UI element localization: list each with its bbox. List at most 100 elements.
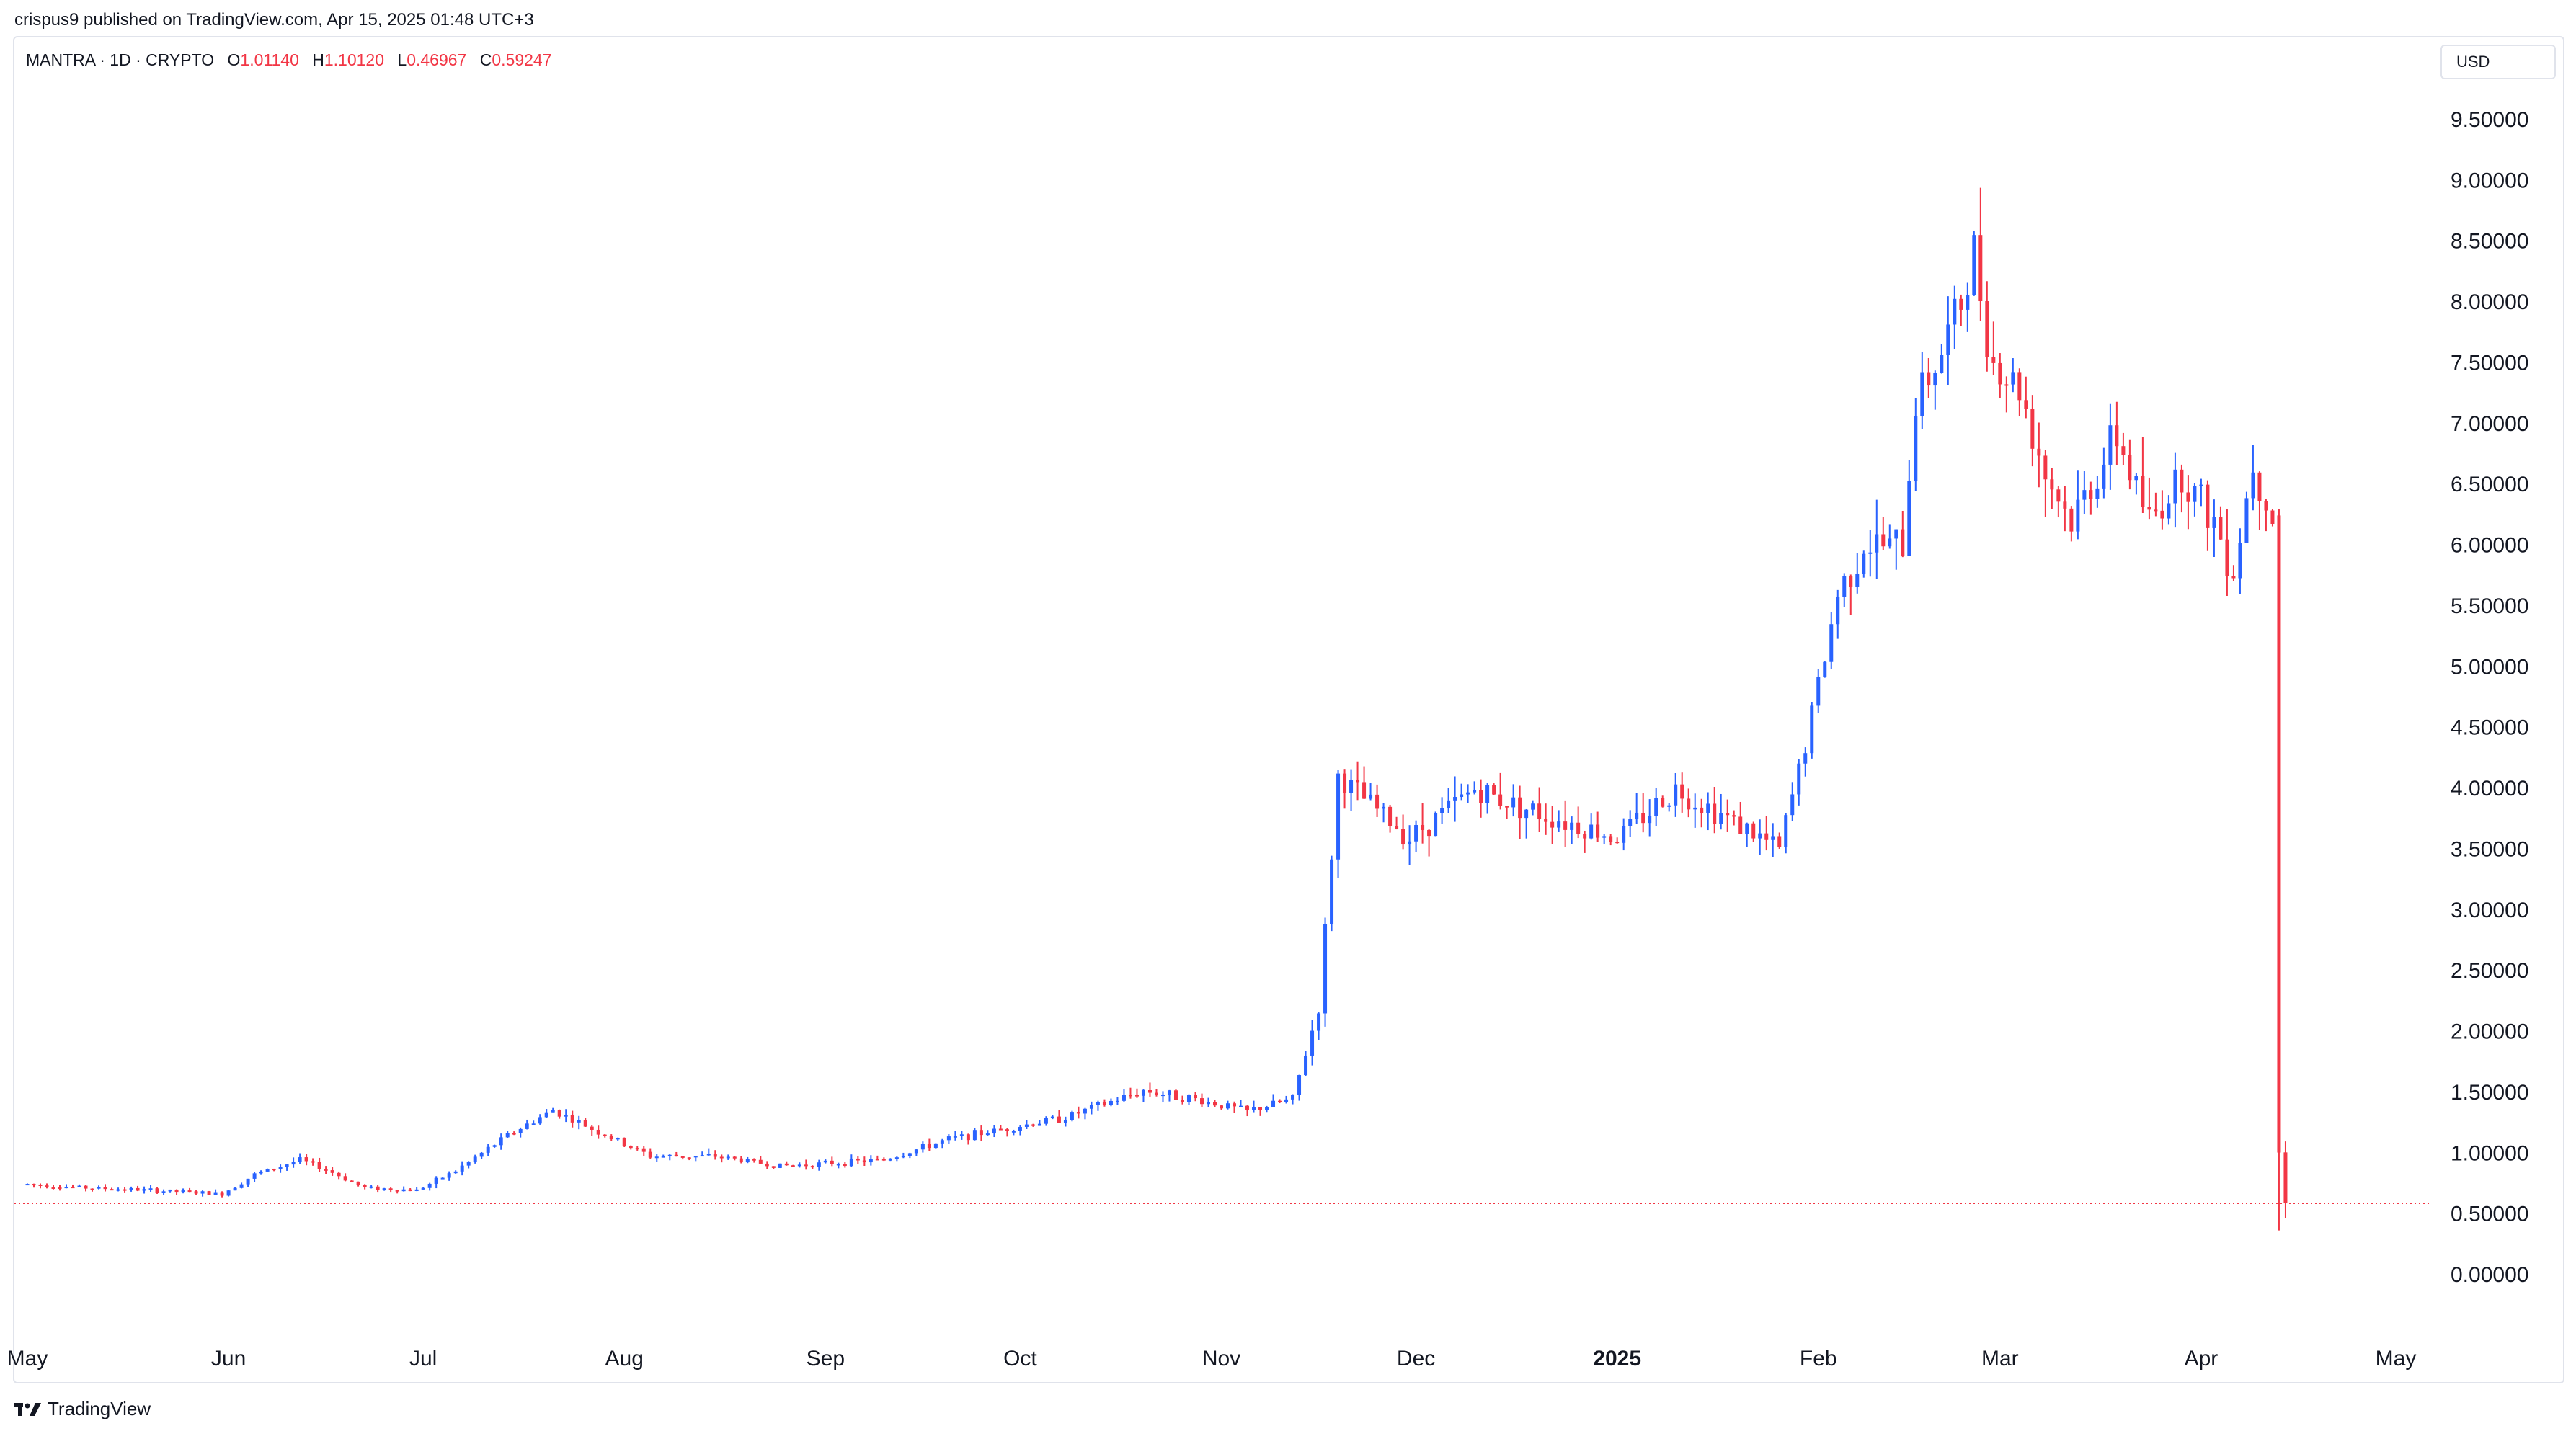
- candle-body: [2160, 510, 2164, 519]
- candle-body: [434, 1177, 438, 1184]
- y-tick-label: 0.00000: [2451, 1263, 2528, 1287]
- candle-body: [1395, 826, 1399, 829]
- candle-body: [583, 1120, 587, 1127]
- candle-body: [622, 1138, 626, 1146]
- candle-body: [1050, 1116, 1054, 1118]
- candle-body: [2056, 489, 2061, 502]
- candle-body: [1615, 842, 1620, 844]
- candle-body: [1758, 833, 1762, 839]
- candle-body: [1622, 826, 1626, 843]
- candle-body: [1933, 373, 1937, 386]
- candle-body: [869, 1159, 873, 1163]
- candle-body: [473, 1156, 477, 1162]
- candle-body: [187, 1190, 192, 1192]
- candle-body: [1985, 301, 1989, 357]
- candle-body: [356, 1181, 360, 1185]
- candle-body: [1226, 1103, 1230, 1109]
- candle-body: [881, 1159, 886, 1161]
- x-tick-label: Dec: [1397, 1347, 1435, 1370]
- candle-body: [1401, 829, 1405, 845]
- candle-body: [1186, 1095, 1191, 1102]
- candle-body: [376, 1186, 380, 1190]
- candle-body: [408, 1189, 412, 1192]
- candle-body: [2212, 517, 2216, 528]
- candle-body: [2238, 543, 2242, 579]
- candle-body: [1220, 1105, 1224, 1109]
- candle-body: [1875, 534, 1879, 553]
- candle-body: [894, 1157, 899, 1159]
- candle-body: [940, 1140, 944, 1144]
- candle-body: [1421, 825, 1425, 830]
- candle-body: [1233, 1103, 1237, 1107]
- candle-body: [2231, 576, 2236, 579]
- candle-body: [862, 1160, 866, 1163]
- candle-body: [1343, 773, 1347, 793]
- candle-body: [1096, 1102, 1100, 1105]
- candle-body: [2257, 472, 2262, 501]
- candle-body: [1057, 1116, 1061, 1123]
- candle-body: [1252, 1107, 1256, 1110]
- candle-body: [207, 1191, 211, 1195]
- candle-body: [136, 1187, 140, 1191]
- y-tick-label: 3.00000: [2451, 899, 2528, 922]
- y-tick-label: 7.50000: [2451, 351, 2528, 375]
- candle-body: [1167, 1090, 1171, 1095]
- candle-body: [466, 1162, 471, 1166]
- tradingview-brand[interactable]: TradingView: [14, 1398, 151, 1420]
- close-label: C: [479, 50, 492, 69]
- candle-body: [1414, 825, 1418, 842]
- candle-body: [804, 1164, 808, 1167]
- candle-body: [2004, 384, 2009, 386]
- candle-body: [1855, 574, 1860, 587]
- candle-body: [1018, 1126, 1022, 1131]
- candle-body: [1726, 813, 1730, 816]
- candle-body: [129, 1187, 133, 1190]
- candle-body: [1297, 1075, 1302, 1095]
- candle-body: [84, 1185, 88, 1189]
- y-tick-label: 2.50000: [2451, 959, 2528, 983]
- candle-body: [1453, 797, 1457, 801]
- candle-body: [1134, 1095, 1139, 1097]
- candle-body: [58, 1187, 62, 1190]
- candle-body: [557, 1110, 561, 1117]
- candle-body: [2277, 515, 2281, 1153]
- candle-body: [1102, 1102, 1106, 1105]
- candle-body: [966, 1134, 970, 1141]
- symbol-label[interactable]: MANTRA · 1D · CRYPTO: [26, 50, 215, 69]
- candle-body: [1076, 1112, 1080, 1114]
- candle-body: [1382, 806, 1386, 809]
- candle-body: [272, 1169, 276, 1171]
- candle-body: [739, 1158, 743, 1163]
- tradingview-logo-icon: [14, 1402, 41, 1416]
- candle-body: [1115, 1100, 1119, 1102]
- candle-body: [538, 1117, 542, 1124]
- x-tick-label: Jul: [409, 1347, 437, 1370]
- candle-body: [1304, 1055, 1308, 1076]
- candle-body: [823, 1160, 827, 1163]
- candle-body: [1031, 1124, 1035, 1126]
- candle-body: [1674, 784, 1678, 806]
- candle-body: [1901, 529, 1905, 556]
- candle-body: [1953, 298, 1957, 325]
- currency-selector[interactable]: USD: [2440, 45, 2556, 79]
- candle-body: [1369, 794, 1373, 799]
- candle-body: [1920, 372, 1924, 416]
- candle-body: [551, 1110, 555, 1113]
- candle-body: [590, 1126, 594, 1130]
- candle-body: [953, 1136, 957, 1138]
- candle-body: [2147, 507, 2151, 510]
- candle-body: [161, 1191, 166, 1193]
- candle-body: [1940, 355, 1944, 373]
- candle-body: [38, 1184, 43, 1186]
- candle-body: [1745, 823, 1749, 834]
- candle-body: [51, 1187, 55, 1190]
- candle-body: [2115, 425, 2119, 447]
- candle-body: [1946, 324, 1950, 355]
- y-tick-label: 8.00000: [2451, 290, 2528, 314]
- candle-body: [460, 1165, 464, 1172]
- candle-body: [577, 1120, 581, 1123]
- y-tick-label: 8.50000: [2451, 230, 2528, 254]
- candle-body: [45, 1185, 49, 1188]
- y-tick-label: 1.50000: [2451, 1081, 2528, 1105]
